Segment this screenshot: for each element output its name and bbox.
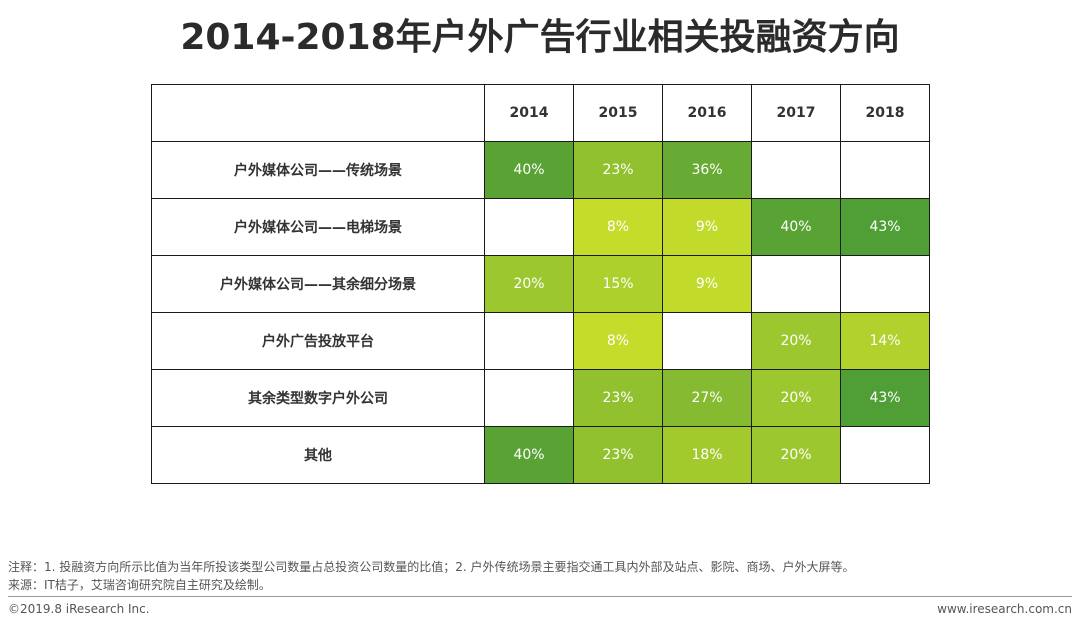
heat-cell	[484, 198, 574, 256]
heat-cell	[840, 141, 930, 199]
website-link[interactable]: www.iresearch.com.cn	[937, 602, 1072, 616]
heat-cell: 20%	[484, 255, 574, 313]
heat-cell: 36%	[662, 141, 752, 199]
row-label: 其余类型数字户外公司	[151, 369, 485, 427]
notes: 注释：1. 投融资方向所示比值为当年所投该类型公司数量占总投资公司数量的比值；2…	[8, 558, 855, 594]
column-header-2014: 2014	[484, 84, 574, 142]
heat-cell: 9%	[662, 255, 752, 313]
column-header-2016: 2016	[662, 84, 752, 142]
heat-cell: 23%	[573, 141, 663, 199]
heat-cell	[662, 312, 752, 370]
row-label: 户外广告投放平台	[151, 312, 485, 370]
row-label: 户外媒体公司——电梯场景	[151, 198, 485, 256]
copyright: ©2019.8 iResearch Inc.	[8, 602, 150, 616]
heat-cell: 40%	[484, 426, 574, 484]
column-header-2015: 2015	[573, 84, 663, 142]
heat-cell	[484, 312, 574, 370]
heat-cell: 18%	[662, 426, 752, 484]
table-row: 其他 40% 23% 18% 20%	[151, 426, 930, 484]
header-row: 2014 2015 2016 2017 2018	[151, 84, 930, 142]
corner-cell	[151, 84, 485, 142]
heat-cell: 43%	[840, 369, 930, 427]
table-row: 其余类型数字户外公司 23% 27% 20% 43%	[151, 369, 930, 427]
heat-cell: 40%	[751, 198, 841, 256]
column-header-2018: 2018	[840, 84, 930, 142]
heat-cell: 8%	[573, 312, 663, 370]
heat-cell: 8%	[573, 198, 663, 256]
heat-cell: 14%	[840, 312, 930, 370]
heat-cell: 20%	[751, 312, 841, 370]
heat-cell	[751, 255, 841, 313]
footer-divider	[8, 596, 1072, 597]
heatmap-table: 2014 2015 2016 2017 2018 户外媒体公司——传统场景 40…	[151, 84, 930, 484]
heat-cell: 27%	[662, 369, 752, 427]
table-row: 户外媒体公司——其余细分场景 20% 15% 9%	[151, 255, 930, 313]
note-text: 注释：1. 投融资方向所示比值为当年所投该类型公司数量占总投资公司数量的比值；2…	[8, 560, 855, 574]
heat-cell: 23%	[573, 369, 663, 427]
row-label: 其他	[151, 426, 485, 484]
table-row: 户外广告投放平台 8% 20% 14%	[151, 312, 930, 370]
heat-cell	[484, 369, 574, 427]
heat-cell	[840, 426, 930, 484]
heat-cell: 20%	[751, 369, 841, 427]
heat-cell: 20%	[751, 426, 841, 484]
chart-title: 2014-2018年户外广告行业相关投融资方向	[180, 17, 900, 58]
heat-cell: 9%	[662, 198, 752, 256]
heat-cell: 40%	[484, 141, 574, 199]
heat-cell: 15%	[573, 255, 663, 313]
table-row: 户外媒体公司——电梯场景 8% 9% 40% 43%	[151, 198, 930, 256]
heat-cell: 43%	[840, 198, 930, 256]
table-row: 户外媒体公司——传统场景 40% 23% 36%	[151, 141, 930, 199]
heat-cell	[751, 141, 841, 199]
source-text: 来源：IT桔子，艾瑞咨询研究院自主研究及绘制。	[8, 578, 271, 592]
row-label: 户外媒体公司——传统场景	[151, 141, 485, 199]
heat-cell: 23%	[573, 426, 663, 484]
heat-cell	[840, 255, 930, 313]
row-label: 户外媒体公司——其余细分场景	[151, 255, 485, 313]
column-header-2017: 2017	[751, 84, 841, 142]
